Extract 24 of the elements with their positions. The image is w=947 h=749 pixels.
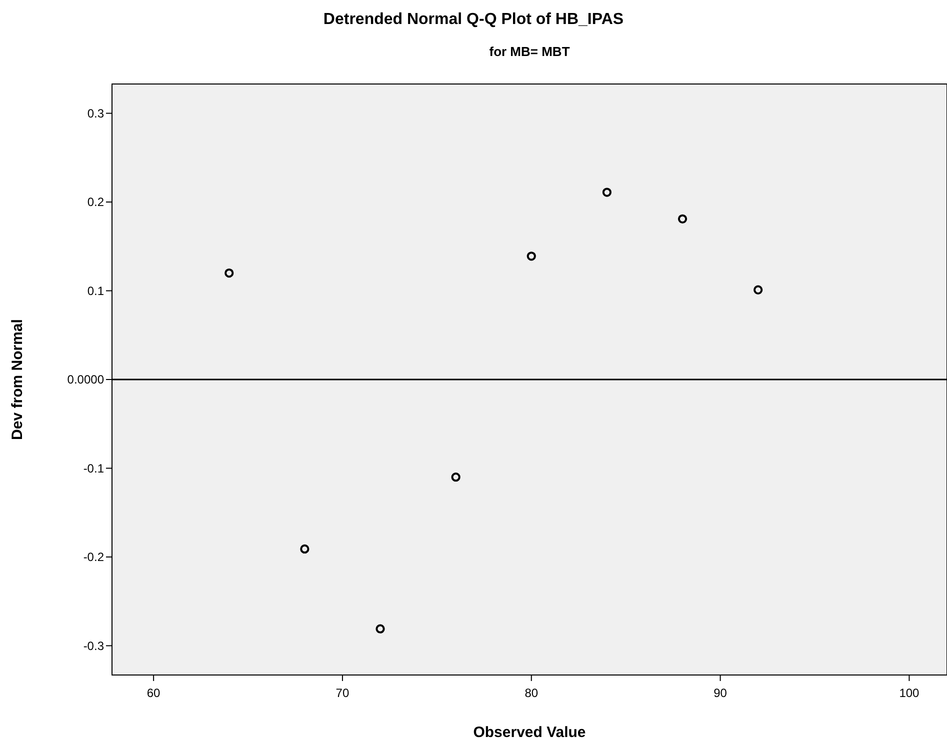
chart-subtitle: for MB= MBT: [489, 44, 570, 59]
point: [754, 285, 763, 294]
y-tick-label: 0.1: [87, 284, 104, 298]
y-axis-title: Dev from Normal: [9, 319, 26, 440]
x-tick-label: 80: [524, 686, 538, 700]
point: [526, 252, 536, 261]
y-tick-label: 0.2: [87, 195, 104, 210]
point: [376, 624, 385, 634]
point: [451, 472, 460, 482]
x-axis-title: Observed Value: [473, 724, 586, 741]
y-tick-label: -0.3: [83, 638, 104, 653]
point: [300, 544, 310, 554]
point: [602, 188, 612, 197]
point: [678, 214, 688, 224]
x-tick-label: 100: [899, 686, 920, 700]
chart-title: Detrended Normal Q-Q Plot of HB_IPAS: [323, 11, 624, 28]
x-tick-label: 90: [714, 686, 728, 700]
y-tick-label: -0.2: [83, 550, 104, 564]
x-tick-label: 70: [336, 686, 350, 700]
y-tick-label: 0.0000: [67, 372, 104, 387]
x-tick-label: 60: [146, 686, 161, 700]
point: [224, 268, 234, 278]
y-tick-label: -0.1: [83, 461, 104, 476]
y-tick-label: 0.3: [87, 106, 104, 120]
